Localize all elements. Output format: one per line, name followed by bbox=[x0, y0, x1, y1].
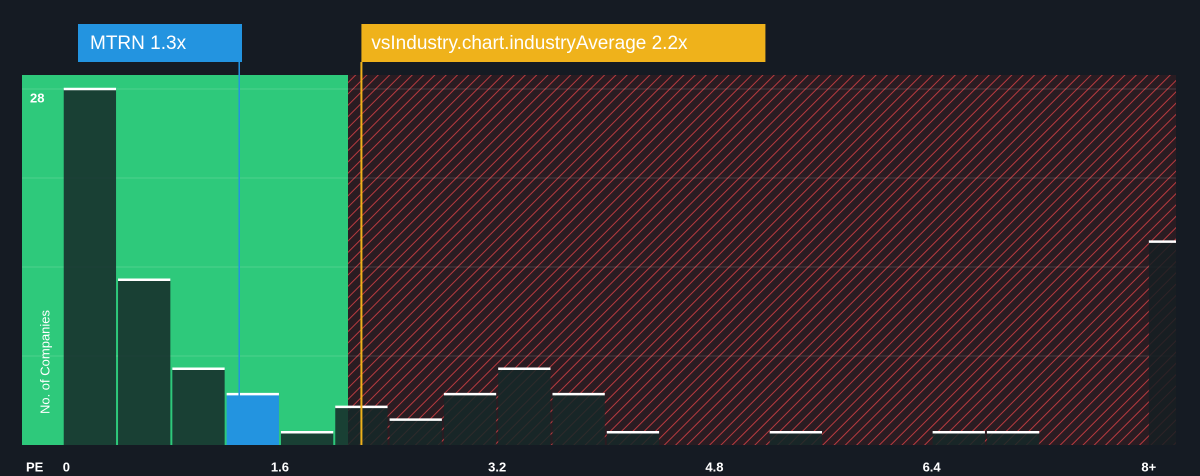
bar bbox=[118, 279, 171, 445]
bar bbox=[932, 432, 985, 445]
x-axis-label: PE bbox=[26, 459, 44, 474]
x-tick-label: 8+ bbox=[1141, 459, 1156, 474]
bar bbox=[63, 88, 117, 445]
x-tick-label: 4.8 bbox=[705, 459, 723, 474]
x-tick-label: 3.2 bbox=[488, 459, 506, 474]
bar bbox=[226, 394, 279, 445]
bar bbox=[606, 432, 660, 445]
y-axis-label: No. of Companies bbox=[37, 309, 52, 414]
x-tick-label: 0 bbox=[63, 459, 70, 474]
bar bbox=[1148, 241, 1176, 445]
bar bbox=[986, 432, 1040, 445]
bar bbox=[172, 368, 225, 445]
bar bbox=[498, 368, 551, 445]
x-tick-label: 1.6 bbox=[271, 459, 289, 474]
industry-label-bg bbox=[361, 24, 766, 62]
bar bbox=[280, 432, 334, 445]
company-label: MTRN 1.3x bbox=[90, 33, 187, 54]
industry-label: vsIndustry.chart.industryAverage 2.2x bbox=[371, 33, 688, 54]
overvalued-region bbox=[348, 75, 1176, 445]
bar bbox=[443, 394, 497, 445]
bar bbox=[769, 432, 823, 445]
x-tick-label: 6.4 bbox=[923, 459, 942, 474]
company-label-bg bbox=[78, 24, 242, 62]
y-tick-label: 28 bbox=[30, 90, 44, 105]
bar bbox=[389, 419, 442, 445]
bar bbox=[552, 394, 605, 445]
